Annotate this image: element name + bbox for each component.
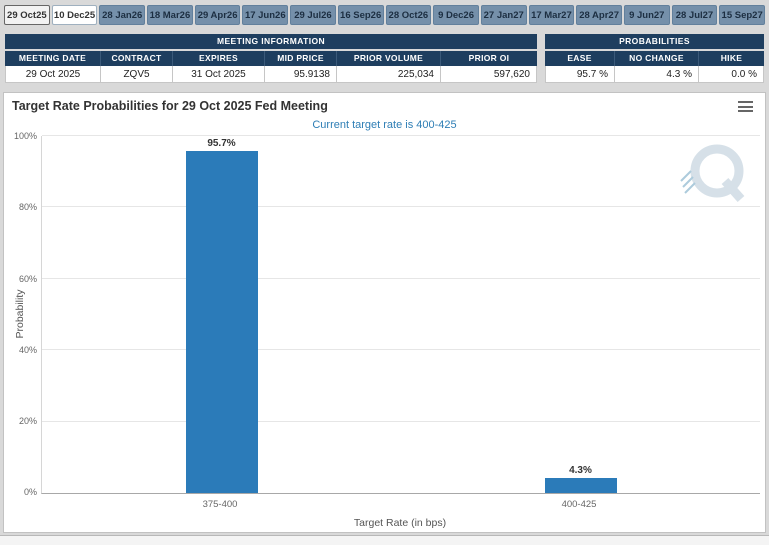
footer-strip	[0, 535, 769, 545]
col-hike: HIKE	[699, 51, 764, 66]
tab-18-mar26[interactable]: 18 Mar26	[147, 5, 193, 25]
tab-29-oct25[interactable]: 29 Oct25	[4, 5, 50, 25]
bar-group-375-400: 95.7%	[185, 136, 258, 493]
tab-10-dec25[interactable]: 10 Dec25	[51, 5, 98, 25]
plot-area: 95.7% 4.3%	[41, 135, 760, 494]
tab-28-apr27[interactable]: 28 Apr27	[576, 5, 622, 25]
xtick-375-400: 375-400	[202, 499, 238, 510]
tab-27-jan27[interactable]: 27 Jan27	[480, 5, 527, 25]
ytick-40: 40%	[18, 345, 37, 355]
chart-subtitle: Current target rate is 400-425	[312, 119, 457, 131]
no-change-value: 4.3 %	[615, 66, 699, 83]
gridline	[42, 349, 760, 351]
bar-375-400[interactable]	[185, 151, 258, 493]
prior-volume-value: 225,034	[337, 66, 441, 83]
tab-9-jun27[interactable]: 9 Jun27	[623, 5, 670, 25]
meeting-information-row: 29 Oct 2025 ZQV5 31 Oct 2025 95.9138 225…	[5, 66, 537, 83]
gridline	[42, 277, 760, 279]
probability-chart-panel: Target Rate Probabilities for 29 Oct 202…	[3, 92, 766, 533]
y-axis-title: Probability	[14, 289, 26, 339]
tab-28-oct26[interactable]: 28 Oct26	[385, 5, 432, 25]
chart-menu-button[interactable]	[738, 101, 753, 112]
xtick-400-425: 400-425	[561, 499, 597, 510]
ytick-0: 0%	[23, 487, 37, 497]
bar-data-label: 4.3%	[569, 464, 592, 476]
gridline	[42, 206, 760, 208]
col-contract: CONTRACT	[101, 51, 173, 66]
probabilities-table: PROBABILITIES EASE NO CHANGE HIKE 95.7 %…	[545, 34, 764, 83]
col-no-change: NO CHANGE	[615, 51, 699, 66]
ytick-80: 80%	[18, 202, 37, 212]
x-axis-title: Target Rate (in bps)	[353, 517, 447, 529]
col-prior-oi: PRIOR OI	[441, 51, 537, 66]
tab-16-sep26[interactable]: 16 Sep26	[337, 5, 384, 25]
tab-15-sep27[interactable]: 15 Sep27	[719, 5, 765, 25]
meeting-information-table: MEETING INFORMATION MEETING DATE CONTRAC…	[5, 34, 537, 83]
chart-title: Target Rate Probabilities for 29 Oct 202…	[12, 99, 328, 113]
probabilities-row: 95.7 % 4.3 % 0.0 %	[545, 66, 764, 83]
hike-value: 0.0 %	[699, 66, 764, 83]
expires-value: 31 Oct 2025	[173, 66, 265, 83]
ytick-100: 100%	[13, 131, 37, 141]
col-expires: EXPIRES	[173, 51, 265, 66]
tab-29-apr26[interactable]: 29 Apr26	[194, 5, 241, 25]
gridline	[42, 420, 760, 422]
bar-group-400-425: 4.3%	[544, 136, 617, 493]
quikstrike-watermark-icon	[680, 144, 745, 202]
meeting-date-tabs: 29 Oct25 10 Dec25 28 Jan26 18 Mar26 29 A…	[4, 5, 765, 25]
meeting-date-value: 29 Oct 2025	[5, 66, 101, 83]
tab-28-jul27[interactable]: 28 Jul27	[671, 5, 718, 25]
mid-price-value: 95.9138	[265, 66, 337, 83]
col-mid-price: MID PRICE	[265, 51, 337, 66]
tab-28-jan26[interactable]: 28 Jan26	[99, 5, 146, 25]
ytick-60: 60%	[18, 274, 37, 284]
ytick-20: 20%	[18, 416, 37, 426]
meeting-information-title: MEETING INFORMATION	[5, 34, 537, 49]
hamburger-icon	[738, 101, 753, 103]
tab-17-jun26[interactable]: 17 Jun26	[242, 5, 289, 25]
tab-9-dec26[interactable]: 9 Dec26	[433, 5, 479, 25]
bar-400-425[interactable]	[544, 477, 617, 493]
col-ease: EASE	[545, 51, 615, 66]
contract-value: ZQV5	[101, 66, 173, 83]
col-meeting-date: MEETING DATE	[5, 51, 101, 66]
gridline	[42, 135, 760, 136]
tab-29-jul26[interactable]: 29 Jul26	[290, 5, 336, 25]
tab-17-mar27[interactable]: 17 Mar27	[528, 5, 575, 25]
ease-value: 95.7 %	[545, 66, 615, 83]
col-prior-volume: PRIOR VOLUME	[337, 51, 441, 66]
probabilities-title: PROBABILITIES	[545, 34, 764, 49]
bar-data-label: 95.7%	[207, 138, 236, 150]
prior-oi-value: 597,620	[441, 66, 537, 83]
